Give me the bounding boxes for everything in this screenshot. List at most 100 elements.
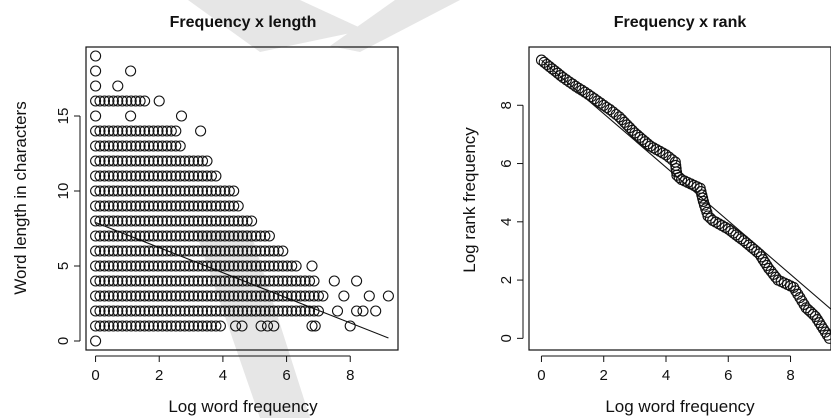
data-point	[228, 275, 240, 287]
data-point	[98, 95, 111, 107]
data-point	[139, 320, 151, 332]
data-point	[152, 200, 164, 212]
data-point	[161, 185, 173, 197]
data-point	[143, 170, 155, 182]
data-point	[237, 290, 249, 302]
y-tick-label: 4	[498, 218, 515, 226]
data-point	[107, 245, 119, 257]
data-point	[116, 185, 128, 197]
data-point	[156, 305, 168, 317]
data-point	[139, 230, 151, 242]
data-point	[254, 260, 267, 272]
data-point	[125, 290, 137, 302]
data-point	[130, 260, 142, 272]
data-point	[147, 245, 160, 257]
data-point	[143, 260, 155, 272]
data-point	[94, 215, 106, 227]
data-point	[281, 275, 293, 287]
data-point	[228, 185, 240, 197]
data-point	[98, 245, 111, 257]
data-point	[156, 275, 168, 287]
data-point	[94, 305, 106, 317]
data-point	[165, 215, 177, 227]
data-point	[232, 230, 244, 242]
data-point	[161, 320, 173, 332]
data-point	[130, 95, 142, 107]
y-tick-label: 2	[498, 276, 515, 284]
data-point	[255, 320, 267, 332]
data-point	[183, 290, 195, 302]
data-point	[205, 320, 217, 332]
data-point	[125, 65, 137, 77]
data-point	[179, 245, 191, 257]
y-tick-label: 15	[55, 108, 72, 125]
data-point	[188, 290, 200, 302]
data-point	[205, 170, 217, 182]
data-point	[107, 140, 119, 152]
data-point	[125, 185, 137, 197]
data-point	[195, 125, 207, 137]
data-point	[90, 260, 102, 272]
data-point	[183, 215, 195, 227]
data-point	[196, 155, 209, 167]
data-point	[823, 332, 831, 344]
data-point	[263, 275, 275, 287]
data-point	[268, 275, 280, 287]
data-point	[98, 305, 111, 317]
data-point	[230, 320, 242, 332]
data-point	[219, 305, 231, 317]
data-point	[90, 110, 102, 122]
data-point	[263, 260, 275, 272]
data-point	[277, 245, 289, 257]
data-point	[272, 305, 284, 317]
data-point	[103, 230, 115, 242]
data-point	[90, 140, 102, 152]
data-point	[165, 125, 177, 137]
data-point	[268, 260, 280, 272]
data-point	[170, 245, 182, 257]
data-point	[152, 305, 164, 317]
data-point	[165, 230, 177, 242]
data-point	[196, 200, 209, 212]
data-point	[139, 125, 151, 137]
data-point	[567, 78, 579, 90]
data-point	[183, 245, 195, 257]
chart-title: Frequency x length	[170, 14, 317, 31]
data-point	[259, 305, 271, 317]
data-point	[116, 320, 128, 332]
data-point	[214, 245, 226, 257]
data-point	[143, 320, 155, 332]
data-point	[156, 260, 168, 272]
data-point	[290, 260, 302, 272]
data-point	[130, 125, 142, 137]
data-point	[90, 200, 102, 212]
data-point	[152, 215, 164, 227]
data-point	[152, 290, 164, 302]
data-point	[228, 230, 240, 242]
data-point	[94, 185, 106, 197]
data-point	[170, 140, 182, 152]
data-point	[344, 320, 356, 332]
data-point	[179, 200, 191, 212]
data-point	[232, 245, 244, 257]
data-point	[143, 215, 155, 227]
data-point	[143, 290, 155, 302]
data-point	[94, 140, 106, 152]
data-point	[306, 260, 318, 272]
y-axis-label: Log rank frequency	[460, 127, 479, 273]
data-point	[286, 275, 298, 287]
data-point	[112, 320, 124, 332]
data-point	[121, 170, 133, 182]
data-point	[94, 290, 106, 302]
data-point	[308, 290, 320, 302]
x-axis-label: Log word frequency	[605, 397, 755, 416]
data-point	[210, 230, 222, 242]
data-point	[125, 320, 137, 332]
data-point	[821, 329, 831, 341]
data-point	[94, 95, 106, 107]
data-point	[214, 185, 226, 197]
data-point	[188, 275, 200, 287]
data-point	[143, 305, 155, 317]
data-point	[112, 305, 124, 317]
